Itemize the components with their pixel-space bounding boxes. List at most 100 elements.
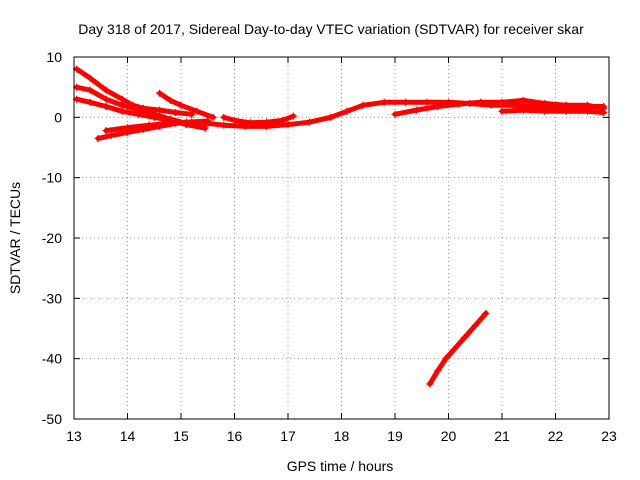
y-axis-title: SDTVAR / TECUs — [7, 182, 23, 294]
y-tick-label: 0 — [54, 109, 62, 125]
series-layer — [73, 65, 608, 388]
data-point — [279, 116, 287, 124]
data-point — [102, 95, 110, 103]
data-point — [402, 98, 410, 106]
data-point — [102, 86, 110, 94]
x-axis-title: GPS time / hours — [287, 458, 394, 474]
data-point — [193, 107, 201, 115]
y-tick-label: -10 — [42, 170, 62, 186]
data-point — [450, 346, 458, 354]
data-point — [247, 119, 255, 127]
tick-label-layer: 13 14 15 16 17 18 19 20 21 22 23 10 0 -10 -20 -30 -40 -50 — [42, 49, 617, 444]
data-point — [86, 74, 94, 82]
x-tick-label: 20 — [441, 428, 457, 444]
data-point — [86, 98, 94, 106]
y-tick-label: 10 — [46, 49, 62, 65]
y-tick-label: -50 — [42, 411, 62, 427]
data-point — [519, 106, 527, 114]
plot-frame — [73, 56, 610, 420]
data-point — [201, 124, 209, 132]
y-tick-label: -40 — [42, 351, 62, 367]
x-tick-label: 13 — [66, 428, 82, 444]
series-track-7 — [220, 112, 297, 127]
data-point — [498, 98, 506, 106]
tick-layer — [73, 56, 610, 420]
series-track-6 — [102, 117, 212, 135]
data-point — [94, 134, 102, 142]
data-point — [541, 107, 549, 115]
data-point — [562, 101, 570, 109]
data-point — [482, 309, 490, 317]
data-point — [134, 110, 142, 118]
x-tick-label: 15 — [173, 428, 189, 444]
data-point — [305, 118, 313, 126]
series-track-4 — [156, 89, 217, 121]
data-point — [477, 98, 485, 106]
data-point — [182, 118, 190, 126]
x-tick-label: 23 — [601, 428, 617, 444]
data-point — [145, 121, 153, 129]
data-point — [107, 131, 115, 139]
data-point — [519, 96, 527, 104]
data-point — [166, 119, 174, 127]
data-point — [231, 116, 238, 124]
data-point — [209, 113, 217, 121]
data-point — [584, 107, 592, 115]
series-track-9 — [498, 106, 608, 117]
series-track-10 — [426, 309, 490, 388]
data-point — [343, 107, 351, 115]
data-point — [471, 321, 479, 329]
x-tick-label: 18 — [334, 428, 350, 444]
series-track-8 — [391, 96, 608, 118]
y-tick-label: -20 — [42, 230, 62, 246]
data-point — [177, 101, 185, 109]
data-point — [204, 117, 212, 125]
data-point — [188, 110, 196, 118]
chart-title: Day 318 of 2017, Sidereal Day-to-day VTE… — [78, 21, 584, 37]
data-point — [461, 334, 469, 342]
data-point — [220, 121, 228, 129]
data-point — [166, 96, 174, 104]
data-point — [289, 112, 297, 120]
data-point — [359, 101, 367, 109]
data-point — [150, 113, 158, 121]
x-tick-label: 16 — [227, 428, 243, 444]
x-tick-label: 22 — [548, 428, 564, 444]
x-tick-label: 17 — [280, 428, 296, 444]
data-point — [118, 95, 126, 103]
x-tick-label: 21 — [494, 428, 510, 444]
data-point — [124, 124, 131, 132]
data-point — [584, 101, 592, 109]
x-tick-label: 19 — [387, 428, 403, 444]
data-point — [541, 99, 549, 107]
series-line — [103, 118, 211, 134]
data-point — [263, 118, 271, 126]
data-point — [172, 109, 180, 117]
data-point — [284, 121, 292, 129]
data-point — [220, 113, 228, 121]
data-point — [102, 102, 110, 110]
data-point — [412, 106, 420, 114]
data-point — [156, 106, 164, 114]
y-tick-label: -30 — [42, 290, 62, 306]
data-point — [423, 98, 431, 106]
data-point — [434, 367, 442, 375]
data-point — [426, 380, 434, 388]
data-point — [455, 100, 463, 108]
data-point — [86, 86, 94, 94]
data-point — [102, 127, 110, 135]
data-point — [118, 101, 126, 109]
data-point — [434, 102, 442, 110]
data-point — [442, 355, 450, 363]
data-point — [562, 107, 570, 115]
data-point — [380, 98, 388, 106]
data-point — [498, 107, 506, 115]
x-tick-label: 14 — [120, 428, 136, 444]
data-point — [327, 113, 335, 121]
data-point — [156, 89, 164, 97]
data-point — [391, 110, 399, 118]
data-point — [600, 109, 608, 117]
data-point — [118, 107, 126, 115]
